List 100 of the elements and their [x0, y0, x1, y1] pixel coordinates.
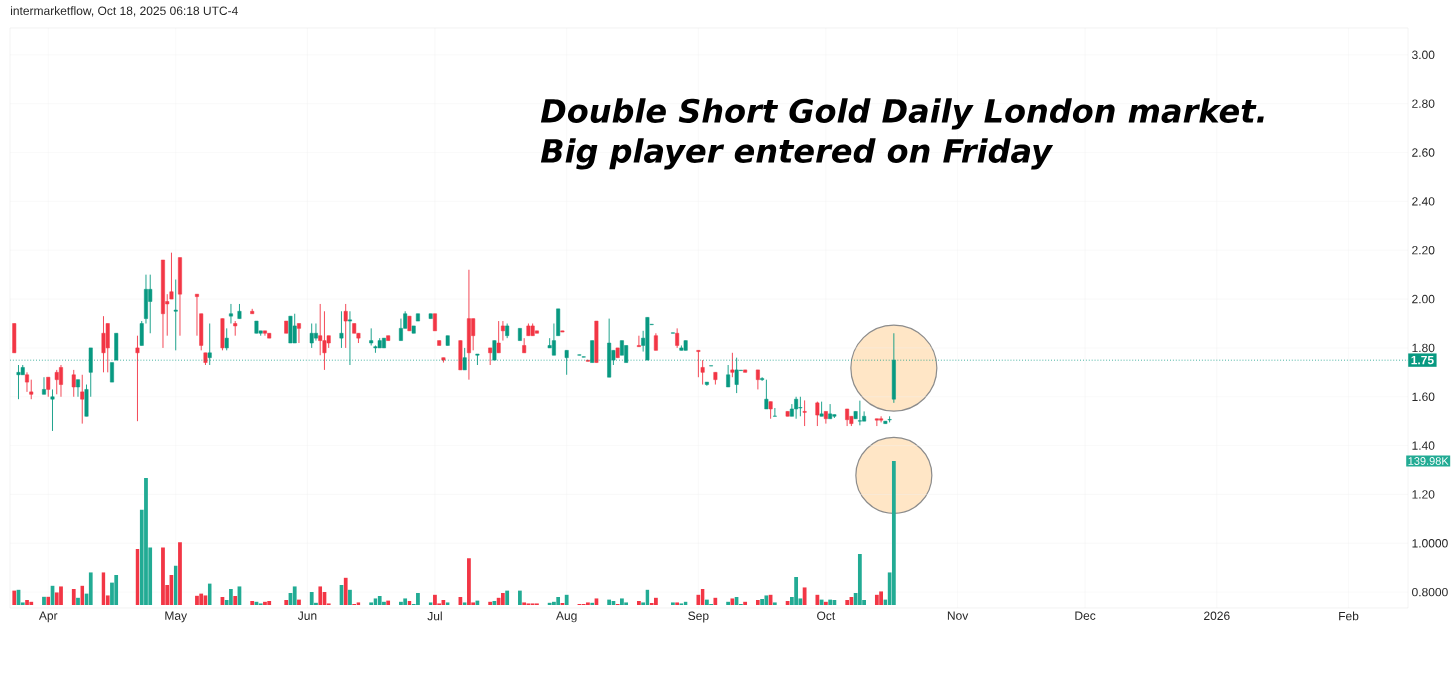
text: Double Short Gold Daily London market. Big player entered on Friday — [540, 98, 1264, 170]
x-tick-label: Oct — [817, 611, 836, 621]
y-tick-label: 1.80 — [1412, 343, 1435, 353]
bar — [343, 577, 348, 605]
bar — [250, 600, 255, 605]
candlestick — [471, 318, 476, 351]
y-tick-label: 2.20 — [1412, 245, 1435, 255]
candlestick — [798, 396, 803, 417]
bar — [794, 577, 799, 605]
bar — [195, 595, 199, 605]
text: intermarketflow, Oct 18, 2025 06:18 UTC-4 — [11, 6, 238, 17]
x-tick-label: 2026 — [1204, 611, 1230, 621]
x-tick-label: Jun — [297, 611, 317, 620]
candlestick — [794, 396, 799, 420]
y-tick-label: 1.40 — [1412, 441, 1435, 450]
bar — [879, 591, 884, 605]
candlestick — [148, 274, 153, 334]
bar — [292, 586, 297, 605]
candlestick — [42, 376, 46, 395]
bar — [730, 598, 735, 605]
bar — [488, 601, 493, 605]
bar — [505, 590, 510, 605]
candlestick — [496, 320, 501, 354]
bar — [199, 593, 204, 605]
candlestick — [101, 315, 106, 373]
bar — [743, 601, 748, 605]
candlestick — [760, 376, 765, 382]
candlestick — [135, 335, 140, 422]
x-tick-label: Jul — [427, 611, 442, 621]
y-tick-label: 1.20 — [1412, 490, 1435, 499]
y-tick-label: 0.8000 — [1412, 587, 1448, 597]
bar — [297, 599, 301, 605]
bar — [654, 597, 658, 605]
bar — [891, 461, 896, 605]
bar — [819, 599, 824, 605]
y-tick-label: 2.80 — [1412, 99, 1435, 108]
bar — [713, 597, 718, 605]
candlestick — [755, 369, 760, 390]
bar — [704, 599, 709, 605]
bar — [114, 575, 119, 605]
y-tick-label: 2.60 — [1412, 148, 1435, 157]
candlestick — [54, 369, 59, 395]
bar — [726, 601, 731, 605]
candlestick — [139, 320, 144, 346]
candlestick — [730, 352, 735, 378]
candlestick — [815, 401, 820, 427]
bar — [399, 601, 403, 605]
bar — [433, 594, 437, 605]
bar — [607, 599, 612, 605]
bar — [59, 586, 63, 605]
bar — [267, 600, 272, 605]
bar — [403, 598, 408, 605]
candlestick — [309, 323, 314, 349]
candlestick — [224, 327, 229, 351]
bar — [144, 477, 148, 605]
bar — [467, 558, 471, 605]
y-tick-label: 1.60 — [1412, 392, 1435, 401]
candlestick — [50, 388, 55, 432]
bar — [42, 596, 46, 605]
candlestick — [229, 303, 233, 324]
bar — [823, 601, 828, 605]
y-tick-label: 2.40 — [1412, 197, 1435, 206]
bar — [377, 596, 382, 605]
candlestick — [16, 364, 21, 400]
x-tick-label: Aug — [556, 611, 577, 623]
bar — [416, 593, 420, 605]
candlestick — [823, 410, 828, 425]
bar — [309, 592, 314, 605]
x-tick-label: Nov — [947, 611, 969, 620]
x-tick-label: Feb — [1339, 611, 1359, 621]
x-tick-label: Apr — [38, 611, 58, 623]
bar — [71, 589, 76, 605]
x-tick-label: Dec — [1075, 611, 1096, 620]
candlestick — [297, 323, 301, 344]
candlestick — [500, 320, 505, 342]
candlestick — [173, 279, 178, 351]
y-tick-label: 1.0000 — [1412, 539, 1448, 548]
ref-line-label: 1.75 — [1411, 355, 1434, 365]
bar — [637, 600, 641, 605]
candlestick — [764, 379, 769, 410]
y-tick-label: 3.00 — [1412, 50, 1435, 60]
bar — [161, 547, 165, 605]
candlestick — [46, 376, 51, 398]
bar — [88, 572, 93, 605]
candlestick — [802, 399, 807, 427]
candlestick — [636, 335, 641, 348]
bar — [552, 601, 556, 605]
bar — [857, 554, 862, 605]
bar — [233, 596, 238, 605]
bar — [348, 589, 352, 605]
candlestick — [874, 418, 879, 427]
y-tick-label: 2.00 — [1412, 294, 1435, 304]
candlestick — [71, 369, 76, 398]
candlestick — [772, 407, 777, 417]
bar — [620, 598, 624, 605]
candlestick — [726, 364, 731, 388]
bar — [874, 594, 879, 605]
x-tick-label: May — [165, 611, 188, 623]
bar — [764, 595, 769, 605]
candlestick — [76, 379, 80, 398]
